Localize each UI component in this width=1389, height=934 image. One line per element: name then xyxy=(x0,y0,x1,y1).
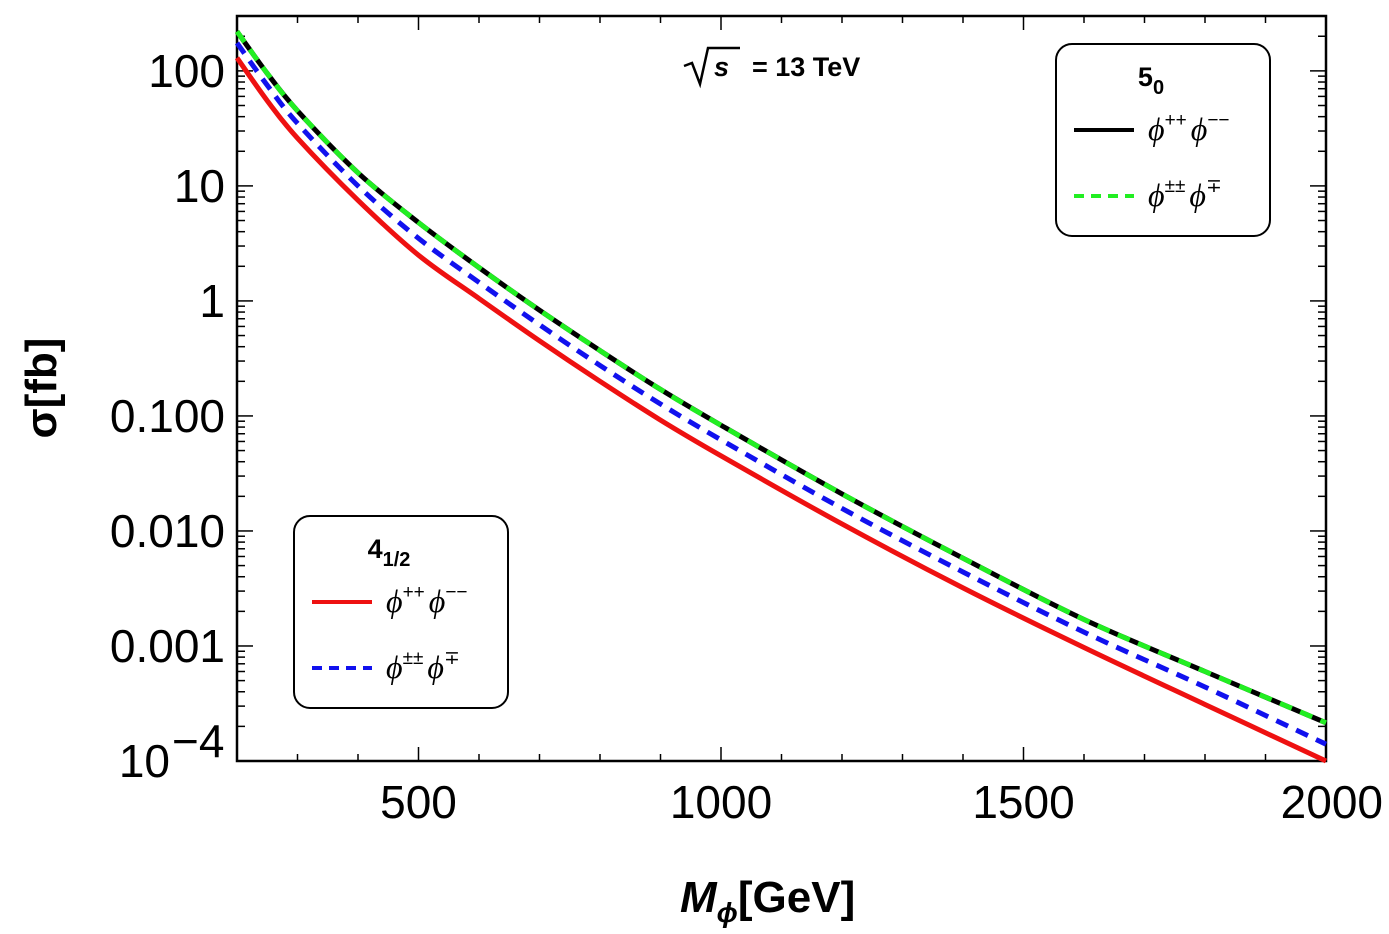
legend-title: 50 xyxy=(1138,62,1164,99)
x-axis-title-main: M xyxy=(680,873,718,922)
series-line xyxy=(234,41,1328,747)
x-axis-title-unit: [GeV] xyxy=(738,873,855,922)
axis-ticks xyxy=(237,15,1326,762)
y-tick-label: 0.001 xyxy=(110,620,225,672)
series-line xyxy=(234,56,1328,764)
legend-entry-label: ϕ±± ϕ∓ xyxy=(386,648,460,685)
x-axis-title: Mϕ[GeV] xyxy=(680,873,855,928)
legend-1: 41/2 ϕ++ ϕ−− ϕ±± ϕ∓ xyxy=(293,515,509,709)
y-tick-label: 100 xyxy=(148,45,225,97)
y-tick-label: 0.100 xyxy=(110,390,225,442)
legend-0: 50 ϕ++ ϕ−− ϕ±± ϕ∓ xyxy=(1055,43,1271,237)
y-tick-label: 0.010 xyxy=(110,505,225,557)
legend-box xyxy=(1055,43,1271,237)
annotation-energy: = 13 TeV xyxy=(752,52,860,82)
x-axis-title-sub: ϕ xyxy=(717,897,738,928)
annotation-s: s xyxy=(714,52,729,82)
x-tick-label: 500 xyxy=(380,776,457,828)
x-tick-labels: 500 1000 1500 2000 xyxy=(380,776,1383,828)
legend-entry-label: ϕ++ ϕ−− xyxy=(1148,110,1230,147)
series-line xyxy=(234,30,1327,726)
energy-annotation: √ s = 13 TeV xyxy=(683,46,860,89)
x-tick-label: 2000 xyxy=(1281,776,1383,828)
y-tick-label-exponent: −4 xyxy=(172,715,224,767)
legend-title: 41/2 xyxy=(368,534,411,571)
series-layer xyxy=(234,30,1328,764)
y-tick-label: 1 xyxy=(199,275,225,327)
legend-box xyxy=(293,515,509,709)
y-axis-title: σ[fb] xyxy=(17,338,66,439)
x-tick-label: 1000 xyxy=(670,776,772,828)
legend-layer: 50 ϕ++ ϕ−− ϕ±± ϕ∓ 41/2 ϕ++ ϕ−− ϕ±± ϕ∓ xyxy=(293,43,1271,709)
y-tick-label: 10 xyxy=(174,160,225,212)
x-tick-label: 1500 xyxy=(972,776,1074,828)
legend-entry-label: ϕ±± ϕ∓ xyxy=(1148,176,1222,213)
sqrt-sign xyxy=(683,46,740,89)
legend-entry-label: ϕ++ ϕ−− xyxy=(386,582,468,619)
y-tick-label: 10 xyxy=(119,735,170,787)
